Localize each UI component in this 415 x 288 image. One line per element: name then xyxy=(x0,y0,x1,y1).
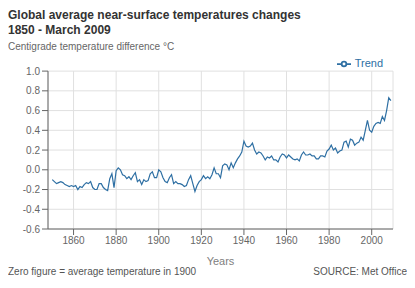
html-text:Zero figure = average temperat: Zero figure = average temperature in 190… xyxy=(8,266,197,277)
svg-text:-0.2: -0.2 xyxy=(23,184,41,195)
svg-text:1860: 1860 xyxy=(62,235,85,246)
svg-text:1900: 1900 xyxy=(148,235,171,246)
svg-text:-0.4: -0.4 xyxy=(23,204,41,215)
html-text:SOURCE: Met Office: SOURCE: Met Office xyxy=(313,266,407,277)
html-text:Global average near-surface te: Global average near-surface temperatures… xyxy=(8,8,301,22)
svg-text:0.4: 0.4 xyxy=(26,125,40,136)
svg-text:1980: 1980 xyxy=(318,235,341,246)
svg-text:2000: 2000 xyxy=(361,235,384,246)
svg-text:0.8: 0.8 xyxy=(26,85,40,96)
svg-text:1960: 1960 xyxy=(275,235,298,246)
svg-text:1920: 1920 xyxy=(190,235,213,246)
html-text:Centigrade temperature differe: Centigrade temperature difference °C xyxy=(8,41,175,52)
svg-text:1940: 1940 xyxy=(233,235,256,246)
html-text:1850 - March 2009: 1850 - March 2009 xyxy=(8,23,111,37)
svg-text:1880: 1880 xyxy=(105,235,128,246)
html-text:Trend: Trend xyxy=(354,57,383,69)
svg-text:0.0: 0.0 xyxy=(26,164,40,175)
svg-text:-0.6: -0.6 xyxy=(23,224,41,235)
svg-text:0.2: 0.2 xyxy=(26,145,40,156)
svg-text:Years: Years xyxy=(207,255,235,265)
svg-text:0.6: 0.6 xyxy=(26,105,40,116)
svg-text:1.0: 1.0 xyxy=(26,66,40,77)
